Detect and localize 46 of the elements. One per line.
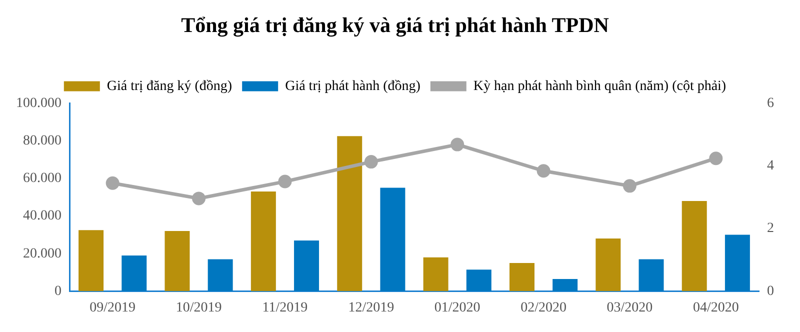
y2-tick-label: 4 — [767, 158, 774, 174]
bar — [724, 234, 750, 292]
y2-tick-label: 0 — [767, 284, 774, 299]
x-tick-label: 10/2019 — [176, 300, 222, 316]
bar — [294, 240, 320, 292]
point — [536, 164, 550, 178]
point — [450, 138, 464, 152]
x-tick-label: 04/2020 — [692, 300, 739, 316]
bar — [208, 259, 233, 292]
x-tick-label: 12/2019 — [348, 300, 394, 316]
bar — [596, 238, 621, 292]
bar — [250, 192, 276, 292]
bar — [423, 257, 448, 292]
point — [278, 174, 292, 188]
chart-title: Tổng giá trị đăng ký và giá trị phát hành TPDN — [181, 13, 609, 38]
y-tick-label: 80.000 — [23, 133, 62, 148]
x-tick-label: 09/2019 — [90, 300, 136, 316]
y2-tick-label: 6 — [767, 96, 774, 111]
x-tick-label: 03/2020 — [606, 300, 653, 316]
x-tick-label: 02/2020 — [520, 300, 566, 316]
bar — [164, 231, 190, 292]
y-tick-label: 100.000 — [16, 96, 62, 111]
x-tick-label: 11/2019 — [262, 300, 308, 316]
y-tick-label: 0 — [54, 284, 62, 299]
bar — [552, 278, 578, 292]
legend-label: Giá trị phát hành (đồng) — [285, 78, 421, 94]
x-tick-label: 01/2020 — [434, 300, 480, 316]
bar — [380, 188, 406, 292]
bar — [682, 200, 707, 292]
y-tick-label: 40.000 — [23, 208, 62, 224]
point — [622, 179, 636, 193]
legend-label: Kỳ hạn phát hành bình quân (năm) (cột phải) — [473, 78, 726, 94]
legend-label: Giá trị đăng ký (đồng) — [106, 78, 232, 94]
bar — [78, 230, 104, 292]
point — [106, 176, 120, 190]
y-tick-label: 20.000 — [23, 246, 62, 262]
bar — [337, 136, 362, 292]
bar — [638, 259, 664, 292]
point — [192, 192, 206, 206]
y2-tick-label: 2 — [767, 221, 774, 236]
y-tick-label: 60.000 — [23, 171, 62, 186]
bar — [466, 270, 492, 292]
point — [709, 152, 723, 166]
bar — [509, 263, 534, 292]
point — [364, 155, 378, 169]
bar — [122, 255, 147, 292]
